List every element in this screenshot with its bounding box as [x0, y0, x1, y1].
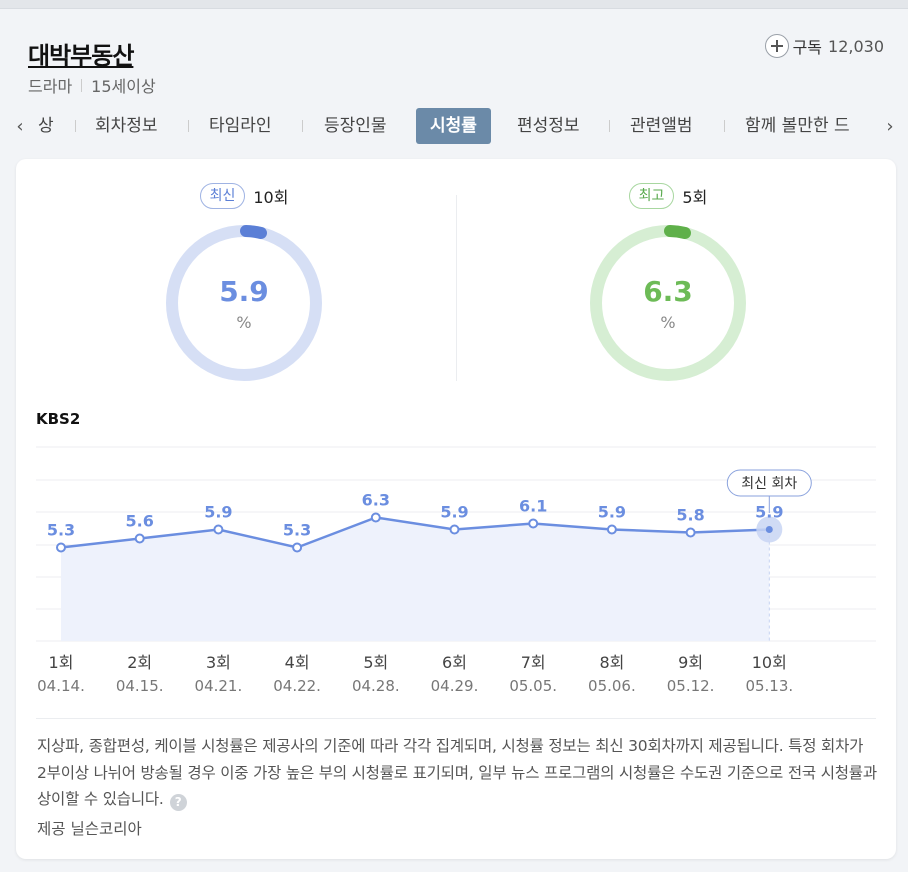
program-meta: 드라마 15세이상: [28, 73, 156, 97]
best-rating-value: 6.3: [643, 275, 693, 308]
tab-cast-partial[interactable]: 상: [38, 116, 54, 136]
data-label: 5.6: [126, 512, 154, 531]
series-line: [60, 516, 770, 549]
tab-divider: [188, 120, 189, 132]
data-label: 5.3: [47, 521, 75, 540]
data-label: 6.1: [519, 497, 547, 516]
chevron-right-icon[interactable]: ›: [886, 115, 894, 137]
subscribe-button[interactable]: 구독 12,030: [764, 34, 884, 58]
tab-bar: ‹ 상 회차정보 타임라인 등장인물 시청률 편성정보 관련앨범 함께 볼만한 …: [0, 106, 908, 146]
data-label: 5.9: [598, 503, 626, 522]
plus-icon: [764, 34, 789, 58]
tab-divider: [75, 120, 76, 132]
chart-area: [61, 517, 770, 641]
tab-schedule[interactable]: 편성정보: [517, 116, 580, 136]
question-icon[interactable]: ?: [169, 794, 187, 811]
x-tick-label: 5회: [363, 653, 388, 672]
best-rating-panel: 최고 5회 6.3 %: [558, 183, 778, 383]
data-label: 5.8: [676, 506, 704, 525]
x-date-label: 04.29.: [431, 677, 479, 695]
data-label: 5.3: [283, 521, 311, 540]
tab-episodes[interactable]: 회차정보: [95, 116, 158, 136]
tab-timeline[interactable]: 타임라인: [209, 116, 272, 136]
ratings-notice: 지상파, 종합편성, 케이블 시청률은 제공사의 기준에 따라 각각 집계되며,…: [37, 733, 877, 813]
top-border: [0, 0, 908, 9]
x-date-label: 05.05.: [509, 677, 557, 695]
genre-label: 드라마: [28, 77, 73, 96]
best-rating-unit: %: [660, 313, 676, 332]
x-date-label: 05.13.: [745, 677, 793, 695]
data-point: [606, 524, 617, 535]
data-point: [449, 524, 460, 535]
x-date-label: 04.22.: [273, 677, 321, 695]
subscribe-count: 12,030: [828, 36, 884, 56]
best-badge: 최고: [628, 183, 675, 209]
age-rating-label: 15세이상: [91, 77, 156, 96]
best-ring-graphic: [590, 225, 746, 381]
x-tick-label: 1회: [49, 653, 74, 672]
meta-divider: [81, 78, 83, 92]
x-tick-label: 6회: [442, 653, 467, 672]
x-date-label: 04.21.: [195, 677, 243, 695]
x-tick-label: 2회: [127, 653, 152, 672]
notice-text: 지상파, 종합편성, 케이블 시청률은 제공사의 기준에 따라 각각 집계되며,…: [37, 737, 877, 808]
data-label: 5.9: [204, 503, 232, 522]
best-ring-marker: [664, 225, 691, 239]
tab-divider: [302, 120, 303, 132]
x-date-label: 05.12.: [667, 677, 715, 695]
x-date-label: 05.06.: [588, 677, 636, 695]
latest-rating-ring: 5.9 %: [164, 223, 324, 383]
data-label: 5.9: [755, 503, 783, 522]
panel-divider: [456, 195, 457, 381]
x-tick-label: 7회: [521, 653, 546, 672]
x-date-label: 04.15.: [116, 677, 164, 695]
tab-divider: [724, 120, 725, 132]
latest-rating-value: 5.9: [219, 275, 269, 308]
x-tick-label: 9회: [678, 653, 703, 672]
data-label: 5.9: [440, 503, 468, 522]
tab-related-albums[interactable]: 관련앨범: [630, 116, 693, 136]
chevron-left-icon[interactable]: ‹: [16, 115, 24, 137]
latest-rating-unit: %: [236, 313, 252, 332]
ratings-card: 최신 10회 5.9 % 최고 5회 6.3 % KBS2 최신 회차 5.3 1: [16, 159, 896, 859]
x-tick-label: 8회: [599, 653, 624, 672]
latest-ring-marker: [240, 225, 267, 239]
x-date-label: 04.28.: [352, 677, 400, 695]
data-provider: 제공 닐슨코리아: [37, 820, 142, 838]
subscribe-label: 구독: [792, 38, 823, 57]
x-tick-label: 4회: [285, 653, 310, 672]
best-episode: 5회: [682, 188, 708, 207]
data-point: [528, 518, 539, 529]
channel-label: KBS2: [36, 410, 81, 428]
x-tick-label: 10회: [752, 653, 787, 672]
latest-ring-graphic: [166, 225, 322, 381]
x-tick-label: 3회: [206, 653, 231, 672]
latest-callout-label: 최신 회차: [741, 476, 797, 492]
data-point: [213, 524, 224, 535]
best-rating-ring: 6.3 %: [588, 223, 748, 383]
latest-badge: 최신: [199, 183, 246, 209]
tab-characters[interactable]: 등장인물: [324, 116, 387, 136]
data-point: [765, 526, 773, 533]
data-point: [292, 542, 303, 553]
data-point: [370, 512, 381, 523]
data-label: 6.3: [362, 491, 390, 510]
latest-episode: 10회: [253, 188, 289, 207]
tab-recommended-dramas[interactable]: 함께 볼만한 드: [745, 116, 850, 136]
data-point: [685, 527, 696, 538]
latest-rating-panel: 최신 10회 5.9 %: [134, 183, 354, 383]
ratings-line-chart: 최신 회차 5.3 1회 04.14. 5.6 2회 04.15. 5.9 3회 04.21. 5.…: [36, 446, 876, 695]
page-title[interactable]: 대박부동산: [28, 42, 134, 70]
tab-divider: [609, 120, 610, 132]
notice-divider: [36, 718, 876, 719]
data-point: [56, 542, 66, 553]
x-date-label: 04.14.: [37, 677, 85, 695]
latest-callout-box: [726, 469, 812, 497]
data-point: [134, 533, 145, 544]
tab-ratings[interactable]: 시청률: [416, 108, 491, 144]
